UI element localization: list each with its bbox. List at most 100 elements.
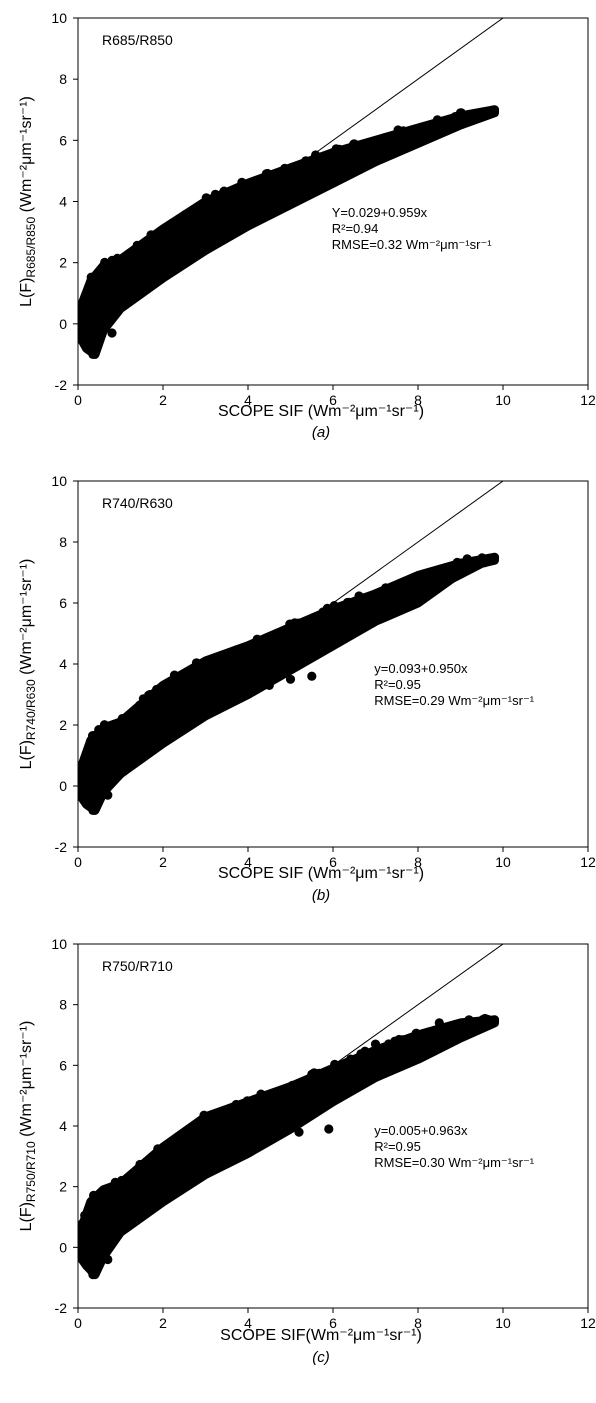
scatter-point	[450, 112, 460, 122]
one-to-one-line	[78, 944, 504, 1248]
x-tick-label: 6	[329, 1315, 337, 1331]
x-tick-label: 6	[329, 392, 337, 408]
y-tick-label: 6	[59, 595, 67, 611]
scatter-point	[164, 681, 174, 691]
scatter-point	[393, 125, 403, 135]
plot-frame	[77, 943, 589, 1309]
one-to-one-line	[78, 481, 504, 787]
scatter-point	[88, 1270, 98, 1280]
x-tick-label: 6	[329, 854, 337, 870]
scatter-point	[154, 1149, 164, 1159]
y-axis-label-subscript: R685/R850	[24, 217, 38, 278]
scatter-point	[487, 1016, 497, 1026]
chart-panel-3: 0 2 4 6 8 10 12 -2 0 2 4 6 8 10 R750/R710 y=0.005+0.963…	[18, 936, 596, 1366]
y-axis-label: L(F)R750/R710 (Wm⁻²μm⁻¹sr⁻¹)	[18, 1021, 38, 1232]
scatter-point	[94, 331, 104, 341]
scatter-point	[199, 1110, 209, 1120]
scatter-point	[282, 625, 292, 635]
y-tick-label: 4	[59, 194, 67, 210]
scatter-point	[268, 1133, 279, 1143]
regression-equation: Y=0.029+0.959x	[332, 205, 428, 220]
scatter-cloud	[78, 1015, 499, 1280]
y-axis-label-subscript: R750/R710	[24, 1141, 38, 1202]
scatter-point	[145, 690, 155, 700]
x-tick-label: 0	[74, 392, 82, 408]
x-tick-label: 4	[244, 392, 252, 408]
scatter-point	[232, 645, 242, 655]
x-tick-label: 10	[495, 854, 511, 870]
scatter-point	[273, 631, 284, 641]
x-tick-label: 10	[495, 392, 511, 408]
scatter-point	[322, 603, 332, 613]
scatter-point	[434, 1018, 444, 1028]
plot-frame	[77, 17, 589, 386]
y-tick-label: 8	[59, 534, 67, 550]
y-tick-label: 2	[59, 1179, 67, 1195]
y-tick-label: 10	[51, 473, 67, 489]
x-tick-label: 8	[414, 854, 422, 870]
y-tick-label: 10	[51, 10, 67, 26]
scatter-point	[285, 674, 296, 684]
scatter-point	[346, 1054, 356, 1064]
y-tick-label: 4	[59, 1118, 67, 1134]
plot-area	[78, 481, 504, 816]
scatter-point	[331, 144, 341, 154]
scatter-point	[319, 152, 329, 162]
scatter-point	[135, 1164, 145, 1174]
y-tick-label: 6	[59, 132, 67, 148]
scatter-point	[280, 163, 290, 173]
scatter-point	[293, 618, 303, 628]
scatter-point	[146, 230, 156, 240]
chart-panel-2: 0 2 4 6 8 10 12 -2 0 2 4 6 8 10 R740/R630 y=0.093+0.950…	[18, 473, 596, 904]
y-tick-label: 2	[59, 255, 67, 271]
x-tick-label: 4	[244, 1315, 252, 1331]
y-axis-label-units: (Wm⁻²μm⁻¹sr⁻¹)	[18, 559, 35, 680]
y-tick-label: 0	[59, 316, 67, 332]
scatter-point	[191, 658, 202, 668]
scatter-point	[127, 710, 137, 720]
y-tick-label: -2	[55, 839, 68, 855]
scatter-point	[209, 653, 219, 663]
scatter-point	[450, 1020, 460, 1030]
scatter-point	[480, 558, 490, 568]
y-tick-label: 4	[59, 656, 67, 672]
scatter-point	[307, 671, 317, 681]
scatter-point	[231, 1099, 241, 1110]
x-tick-label: 12	[580, 854, 596, 870]
scatter-point	[169, 670, 180, 680]
y-axis-label-prefix: L(F)	[18, 278, 35, 307]
scatter-point	[210, 189, 220, 199]
scatter-point	[88, 349, 98, 359]
scatter-point	[287, 1080, 298, 1090]
scatter-point	[103, 790, 113, 800]
ratio-label: R750/R710	[102, 958, 173, 974]
scatter-point	[344, 597, 354, 607]
scatter-point	[103, 258, 113, 269]
x-tick-label: 0	[74, 854, 82, 870]
y-axis-label: L(F)R740/R630 (Wm⁻²μm⁻¹sr⁻¹)	[18, 559, 38, 770]
scatter-point	[354, 591, 364, 601]
x-tick-label: 12	[580, 392, 596, 408]
scatter-point	[388, 582, 398, 592]
scatter-point	[459, 1018, 469, 1028]
scatter-point	[117, 714, 127, 724]
scatter-cloud	[78, 105, 499, 359]
scatter-point	[324, 1124, 334, 1134]
x-tick-label: 12	[580, 1315, 596, 1331]
r-squared-label: R²=0.94	[332, 221, 379, 236]
scatter-point	[489, 552, 500, 562]
scatter-point	[112, 1182, 122, 1192]
scatter-point	[390, 1036, 400, 1046]
x-tick-label: 4	[244, 854, 252, 870]
scatter-point	[423, 1027, 433, 1037]
scatter-point	[309, 1068, 319, 1078]
scatter-point	[99, 720, 110, 730]
scatter-point	[96, 1190, 106, 1200]
y-tick-label: 10	[51, 936, 67, 952]
scatter-point	[237, 177, 247, 187]
x-tick-label: 8	[414, 392, 422, 408]
y-tick-label: 6	[59, 1057, 67, 1073]
scatter-point	[406, 127, 416, 137]
scatter-point	[432, 115, 442, 125]
